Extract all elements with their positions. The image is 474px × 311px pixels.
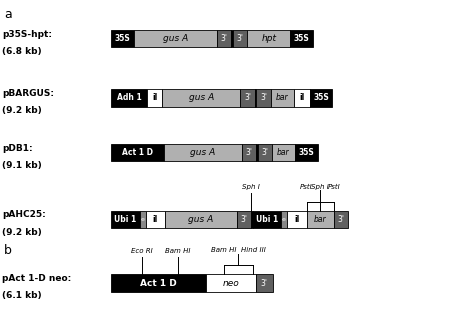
Text: 35S: 35S (313, 94, 329, 102)
Text: (9.2 kb): (9.2 kb) (2, 228, 42, 237)
Text: il: il (294, 215, 300, 224)
Text: Hind III: Hind III (241, 247, 265, 253)
Text: PstI: PstI (301, 183, 313, 189)
FancyBboxPatch shape (334, 211, 348, 228)
Text: pAHC25:: pAHC25: (2, 211, 46, 220)
FancyBboxPatch shape (256, 89, 271, 106)
Text: bar: bar (276, 94, 289, 102)
FancyBboxPatch shape (295, 144, 318, 161)
Text: (9.1 kb): (9.1 kb) (2, 161, 42, 170)
Text: (9.2 kb): (9.2 kb) (2, 106, 42, 115)
FancyBboxPatch shape (240, 89, 255, 106)
FancyBboxPatch shape (111, 211, 140, 228)
Text: 3': 3' (338, 215, 345, 224)
Text: 3': 3' (244, 94, 251, 102)
Text: pDB1:: pDB1: (2, 144, 33, 153)
Text: p35S-hpt:: p35S-hpt: (2, 30, 52, 39)
Text: Act 1 D: Act 1 D (140, 279, 177, 287)
FancyBboxPatch shape (307, 211, 334, 228)
Text: 3': 3' (260, 94, 267, 102)
Text: pBARGUS:: pBARGUS: (2, 89, 55, 98)
Text: 3': 3' (240, 215, 247, 224)
FancyBboxPatch shape (111, 89, 147, 106)
Text: Bam HI: Bam HI (211, 247, 237, 253)
Text: Ubi 1: Ubi 1 (256, 215, 278, 224)
Text: Ubi 1: Ubi 1 (115, 215, 137, 224)
Text: PstI: PstI (328, 183, 340, 189)
FancyBboxPatch shape (237, 211, 251, 228)
Text: il: il (152, 94, 157, 102)
FancyBboxPatch shape (111, 144, 164, 161)
FancyBboxPatch shape (271, 89, 294, 106)
FancyBboxPatch shape (165, 211, 237, 228)
FancyBboxPatch shape (140, 211, 146, 228)
FancyBboxPatch shape (233, 30, 247, 48)
FancyBboxPatch shape (256, 275, 273, 292)
Text: e: e (282, 217, 286, 222)
Text: Sph I: Sph I (242, 184, 260, 190)
Text: pAct 1-D neo:: pAct 1-D neo: (2, 274, 72, 283)
Text: e: e (141, 217, 145, 222)
Text: gus A: gus A (188, 215, 214, 224)
Text: gus A: gus A (190, 148, 215, 157)
Text: b: b (4, 244, 12, 257)
Text: 3': 3' (246, 148, 252, 157)
Text: hpt: hpt (261, 35, 276, 43)
FancyBboxPatch shape (290, 30, 313, 48)
Text: 3': 3' (221, 35, 228, 43)
FancyBboxPatch shape (134, 30, 217, 48)
FancyBboxPatch shape (272, 144, 295, 161)
Text: gus A: gus A (163, 35, 188, 43)
Text: (6.8 kb): (6.8 kb) (2, 47, 42, 56)
FancyBboxPatch shape (253, 211, 281, 228)
Text: il: il (153, 215, 158, 224)
FancyBboxPatch shape (206, 275, 256, 292)
FancyBboxPatch shape (162, 89, 240, 106)
Text: Act 1 D: Act 1 D (122, 148, 153, 157)
Text: 35S: 35S (298, 148, 314, 157)
Text: Eco RI: Eco RI (131, 248, 153, 254)
FancyBboxPatch shape (111, 30, 134, 48)
Text: 35S: 35S (293, 35, 310, 43)
FancyBboxPatch shape (256, 144, 258, 161)
FancyBboxPatch shape (281, 211, 287, 228)
Text: bar: bar (277, 148, 290, 157)
FancyBboxPatch shape (247, 30, 290, 48)
Text: Bam HI: Bam HI (165, 248, 191, 254)
Text: 35S: 35S (115, 35, 131, 43)
Text: il: il (299, 94, 305, 102)
Text: Adh 1: Adh 1 (117, 94, 142, 102)
Text: 3': 3' (261, 279, 268, 287)
FancyBboxPatch shape (111, 275, 206, 292)
FancyBboxPatch shape (258, 144, 272, 161)
FancyBboxPatch shape (217, 30, 231, 48)
Text: gus A: gus A (189, 94, 214, 102)
FancyBboxPatch shape (251, 211, 253, 228)
FancyBboxPatch shape (287, 211, 307, 228)
Text: 3': 3' (262, 148, 268, 157)
Text: Sph I: Sph I (311, 183, 329, 189)
Text: (6.1 kb): (6.1 kb) (2, 291, 42, 300)
FancyBboxPatch shape (164, 144, 242, 161)
FancyBboxPatch shape (294, 89, 310, 106)
Text: neo: neo (223, 279, 239, 287)
FancyBboxPatch shape (310, 89, 332, 106)
FancyBboxPatch shape (255, 89, 256, 106)
Text: 3': 3' (237, 35, 244, 43)
FancyBboxPatch shape (231, 30, 233, 48)
FancyBboxPatch shape (242, 144, 256, 161)
Text: a: a (4, 8, 11, 21)
FancyBboxPatch shape (147, 89, 162, 106)
Text: bar: bar (314, 215, 327, 224)
FancyBboxPatch shape (146, 211, 165, 228)
